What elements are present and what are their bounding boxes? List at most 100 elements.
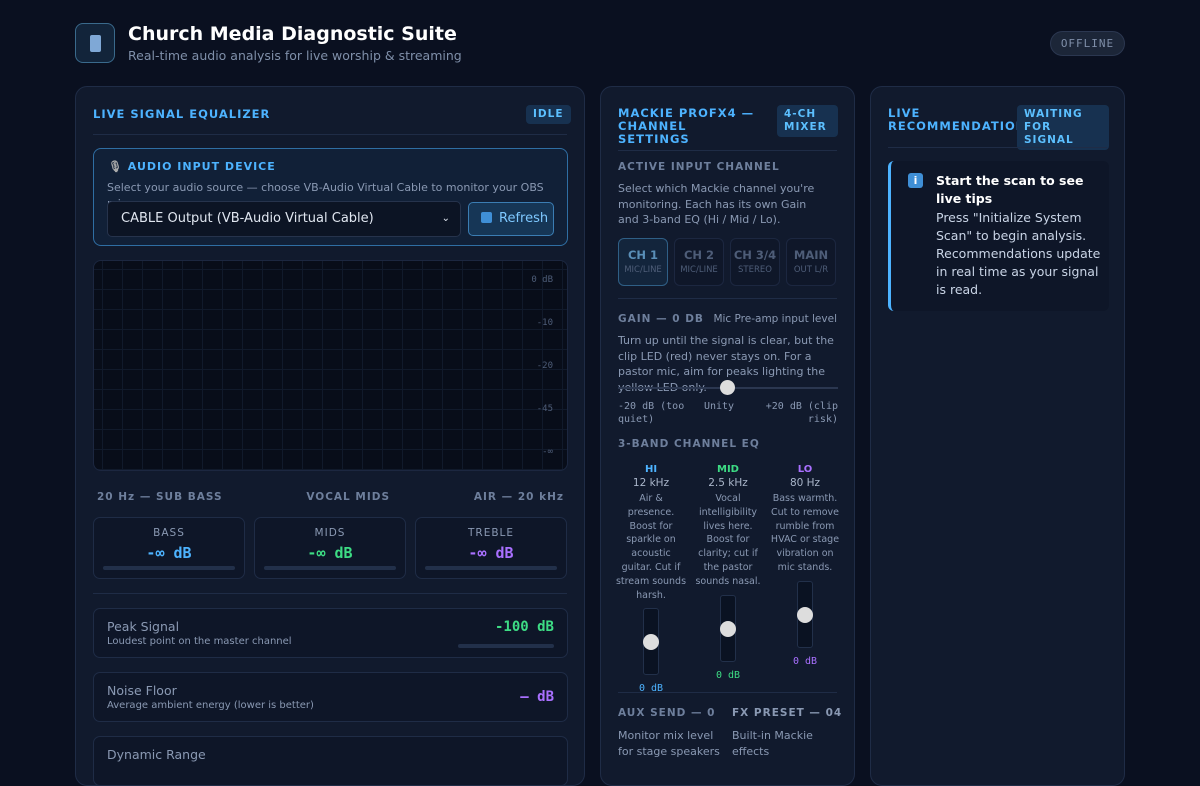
stat-bar bbox=[458, 644, 554, 648]
band-name: HI bbox=[644, 464, 658, 475]
eq-band: HI 12 kHz Air & presence. Boost for sparkl… bbox=[615, 464, 687, 694]
gain-scale-label: -20 dB (too quiet) bbox=[618, 401, 685, 425]
channel-button[interactable]: CH 1 MIC/LINE bbox=[618, 238, 668, 286]
panel-title: LIVE RECOMMENDATIONS bbox=[888, 106, 1036, 133]
band-name: MID bbox=[717, 464, 739, 475]
slider-knob bbox=[797, 606, 813, 623]
aux-description: Monitor mix level for stage speakers bbox=[618, 729, 720, 758]
meter-label: MIDS bbox=[314, 527, 346, 539]
band-value: 0 dB bbox=[715, 669, 741, 681]
tip-title: Start the scan to see live tips bbox=[936, 173, 1084, 206]
band-freq: 2.5 kHz bbox=[708, 477, 748, 489]
fx-description: Built-in Mackie effects bbox=[732, 729, 813, 758]
divider bbox=[93, 134, 567, 135]
band-freq: 12 kHz bbox=[632, 477, 670, 489]
frequency-label: AIR — 20 kHz bbox=[473, 491, 564, 503]
db-label: -20 bbox=[536, 361, 553, 371]
panel-badge: IDLE bbox=[526, 105, 571, 124]
stat-label: Noise Floor bbox=[107, 683, 177, 698]
channel-name: CH 2 bbox=[683, 248, 715, 262]
meter-value: -∞ dB bbox=[468, 544, 514, 562]
select-value: CABLE Output (VB-Audio Virtual Cable) bbox=[121, 211, 374, 226]
meter-label: TREBLE bbox=[467, 527, 515, 539]
divider bbox=[618, 298, 837, 299]
button-label: Refresh bbox=[499, 211, 549, 226]
channel-sub: OUT L/R bbox=[793, 265, 829, 275]
gain-scale-label: Unity bbox=[703, 401, 735, 412]
refresh-button[interactable]: Refresh bbox=[468, 202, 554, 236]
band-slider[interactable] bbox=[643, 608, 659, 676]
panel-title: LIVE SIGNAL EQUALIZER bbox=[93, 107, 271, 121]
gain-scale-label: +20 dB (clip risk) bbox=[765, 401, 838, 425]
divider bbox=[618, 692, 837, 693]
panel-title: MACKIE PROFX4 — CHANNEL SETTINGS bbox=[618, 106, 755, 146]
channel-button[interactable]: CH 2 MIC/LINE bbox=[674, 238, 724, 286]
stat-description: Average ambient energy (lower is better) bbox=[107, 700, 314, 711]
channel-name: MAIN bbox=[793, 248, 829, 262]
device-select[interactable]: CABLE Output (VB-Audio Virtual Cable) ⌄ bbox=[107, 201, 461, 237]
panel-badge: 4-CH MIXER bbox=[777, 105, 838, 137]
fx-title: FX PRESET — 04 bbox=[732, 707, 842, 719]
db-label: 0 dB bbox=[531, 275, 553, 285]
frequency-label: VOCAL MIDS bbox=[306, 491, 391, 503]
band-description: Vocal intelligibility lives here. Boost … bbox=[695, 493, 761, 587]
meter-card: TREBLE -∞ dB bbox=[415, 517, 567, 579]
band-value: 0 dB bbox=[792, 655, 818, 667]
meter-bar bbox=[264, 566, 396, 570]
aux-title: AUX SEND — 0 bbox=[618, 707, 716, 719]
channel-sub: STEREO bbox=[738, 265, 772, 275]
app-icon bbox=[75, 23, 115, 63]
device-box: 🎙 AUDIO INPUT DEVICE Select your audio s… bbox=[93, 148, 568, 246]
channel-name: CH 1 bbox=[627, 248, 659, 262]
recommendations-panel: LIVE RECOMMENDATIONS WAITING FOR SIGNAL … bbox=[870, 86, 1125, 786]
eq-title: 3-BAND CHANNEL EQ bbox=[618, 438, 760, 450]
channel-sub: MIC/LINE bbox=[624, 265, 662, 275]
device-title-text: AUDIO INPUT DEVICE bbox=[127, 160, 276, 173]
band-name: LO bbox=[797, 464, 813, 475]
slider-knob bbox=[720, 620, 736, 637]
stat-row: Dynamic Range bbox=[93, 736, 568, 785]
tip-card: i Start the scan to see live tips Press … bbox=[888, 161, 1109, 311]
fx-title-text: FX PRESET — 04 bbox=[732, 707, 843, 719]
band-slider[interactable] bbox=[720, 594, 736, 662]
band-description: Bass warmth. Cut to remove rumble from H… bbox=[770, 493, 840, 573]
slider-knob bbox=[643, 634, 659, 651]
channel-sub: MIC/LINE bbox=[680, 265, 718, 275]
gain-title: GAIN — 0 DB bbox=[618, 313, 704, 325]
channel-button[interactable]: MAIN OUT L/R bbox=[786, 238, 836, 286]
db-label: -∞ bbox=[542, 447, 553, 457]
equalizer-panel: LIVE SIGNAL EQUALIZER IDLE 🎙 AUDIO INPUT… bbox=[75, 86, 585, 786]
stat-row: Peak Signal Loudest point on the master c… bbox=[93, 608, 568, 658]
stat-description: Loudest point on the master channel bbox=[107, 636, 292, 647]
gain-slider[interactable] bbox=[618, 380, 838, 395]
page: Church Media Diagnostic Suite Real-time … bbox=[75, 23, 1125, 786]
meter-bar bbox=[425, 566, 557, 570]
meter-label: BASS bbox=[153, 527, 185, 539]
stat-label: Dynamic Range bbox=[107, 747, 206, 762]
meter-card: BASS -∞ dB bbox=[93, 517, 245, 579]
band-slider[interactable] bbox=[797, 580, 813, 648]
mixer-panel: MACKIE PROFX4 — CHANNEL SETTINGS 4-CH MI… bbox=[600, 86, 855, 786]
stat-value: -100 dB bbox=[494, 619, 554, 635]
spectrum-view: 0 dB -10 -20 -45 -∞ bbox=[93, 260, 568, 471]
meter-value: -∞ dB bbox=[307, 544, 353, 562]
app-subtitle: Real-time audio analysis for live worshi… bbox=[128, 48, 462, 63]
divider bbox=[888, 147, 1107, 148]
meter-value: -∞ dB bbox=[146, 544, 192, 562]
panel-badge: WAITING FOR SIGNAL bbox=[1017, 105, 1109, 150]
section-title: ACTIVE INPUT CHANNEL bbox=[618, 161, 780, 173]
channel-name: CH 3/4 bbox=[733, 248, 777, 262]
db-label: -45 bbox=[536, 404, 553, 414]
band-freq: 80 Hz bbox=[789, 477, 821, 489]
frequency-label: 20 Hz — SUB BASS bbox=[97, 491, 223, 503]
eq-band: LO 80 Hz Bass warmth. Cut to remove rumble… bbox=[769, 464, 841, 694]
db-label: -10 bbox=[536, 318, 553, 328]
tip-body: Press "Initialize System Scan" to begin … bbox=[936, 210, 1101, 297]
meter-card: MIDS -∞ dB bbox=[254, 517, 406, 579]
divider bbox=[618, 150, 837, 151]
channel-button[interactable]: CH 3/4 STEREO bbox=[730, 238, 780, 286]
section-description: Select which Mackie channel you're monit… bbox=[618, 182, 815, 226]
stat-row: Noise Floor Average ambient energy (lower… bbox=[93, 672, 568, 722]
band-value: 0 dB bbox=[638, 683, 664, 695]
eq-band: MID 2.5 kHz Vocal intelligibility lives he… bbox=[692, 464, 764, 694]
